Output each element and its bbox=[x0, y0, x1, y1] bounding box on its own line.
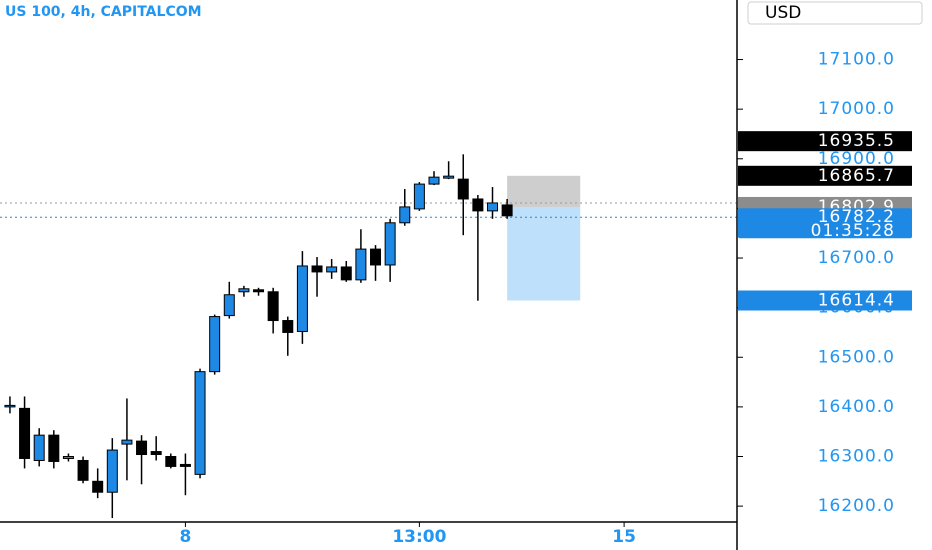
y-tick-label: 16200.0 bbox=[818, 496, 895, 516]
y-tick-label: 16500.0 bbox=[818, 347, 895, 367]
candle-body bbox=[223, 294, 235, 317]
candle-body bbox=[194, 371, 206, 475]
y-tick-label: 17000.0 bbox=[818, 99, 895, 119]
candle-body bbox=[282, 320, 294, 333]
y-tick-label: 16900.0 bbox=[818, 149, 895, 169]
currency: USD bbox=[765, 3, 801, 23]
candle-body bbox=[311, 265, 323, 273]
y-tick-label: 17100.0 bbox=[818, 50, 895, 70]
target-zone bbox=[507, 206, 581, 301]
price-badge bbox=[738, 165, 912, 186]
x-tick-label: 15 bbox=[612, 527, 636, 547]
candle-body bbox=[150, 451, 162, 456]
plot-area bbox=[0, 154, 737, 519]
candle-body bbox=[19, 407, 31, 459]
candle-body bbox=[355, 248, 367, 281]
candle-body bbox=[487, 202, 499, 212]
x-tick-label: 8 bbox=[179, 527, 191, 547]
y-tick-label: 16700.0 bbox=[818, 248, 895, 268]
candle-body bbox=[443, 175, 455, 179]
candle-body bbox=[4, 404, 16, 408]
y-tick-label: 16300.0 bbox=[818, 447, 895, 467]
y-tick-label: 16400.0 bbox=[818, 397, 895, 417]
x-tick-label: 13:00 bbox=[392, 527, 446, 547]
price-badge bbox=[738, 131, 912, 152]
candle-body bbox=[62, 456, 74, 459]
candle-body bbox=[106, 449, 118, 493]
chart-title: US 100, 4h, CAPITALCOM bbox=[5, 4, 202, 20]
candle-body bbox=[136, 440, 148, 456]
candle-body bbox=[428, 176, 440, 185]
candle-body bbox=[370, 248, 382, 266]
candle-body bbox=[457, 178, 469, 200]
candle-body bbox=[413, 183, 425, 210]
candle-body bbox=[501, 204, 513, 217]
candle-body bbox=[179, 463, 191, 467]
candle-body bbox=[77, 459, 89, 481]
candle-body bbox=[384, 222, 396, 266]
candle-body bbox=[121, 439, 133, 445]
candle-body bbox=[326, 266, 338, 273]
countdown: 01:35:28 bbox=[811, 221, 895, 241]
currency-box[interactable] bbox=[747, 1, 923, 25]
candle-body bbox=[209, 316, 221, 373]
candle-body bbox=[472, 198, 484, 212]
candle-body bbox=[399, 206, 411, 224]
candle-body bbox=[238, 288, 250, 293]
candle-body bbox=[253, 289, 265, 293]
candle-body bbox=[33, 434, 45, 461]
price-badge-label: 16935.5 bbox=[818, 131, 895, 151]
stop-zone bbox=[507, 175, 581, 207]
last-price-badge bbox=[738, 208, 912, 239]
price-badge-label: 16614.4 bbox=[818, 290, 895, 310]
candle-body bbox=[267, 291, 279, 322]
candle-body bbox=[92, 480, 104, 493]
candle-body bbox=[296, 265, 308, 332]
candle-body bbox=[48, 434, 60, 462]
candle-body bbox=[165, 456, 177, 467]
price-badge-label: 16865.7 bbox=[818, 166, 895, 186]
last-price-label: 16782.2 bbox=[818, 207, 895, 227]
candle-body bbox=[340, 266, 352, 281]
price-badge bbox=[738, 290, 912, 311]
